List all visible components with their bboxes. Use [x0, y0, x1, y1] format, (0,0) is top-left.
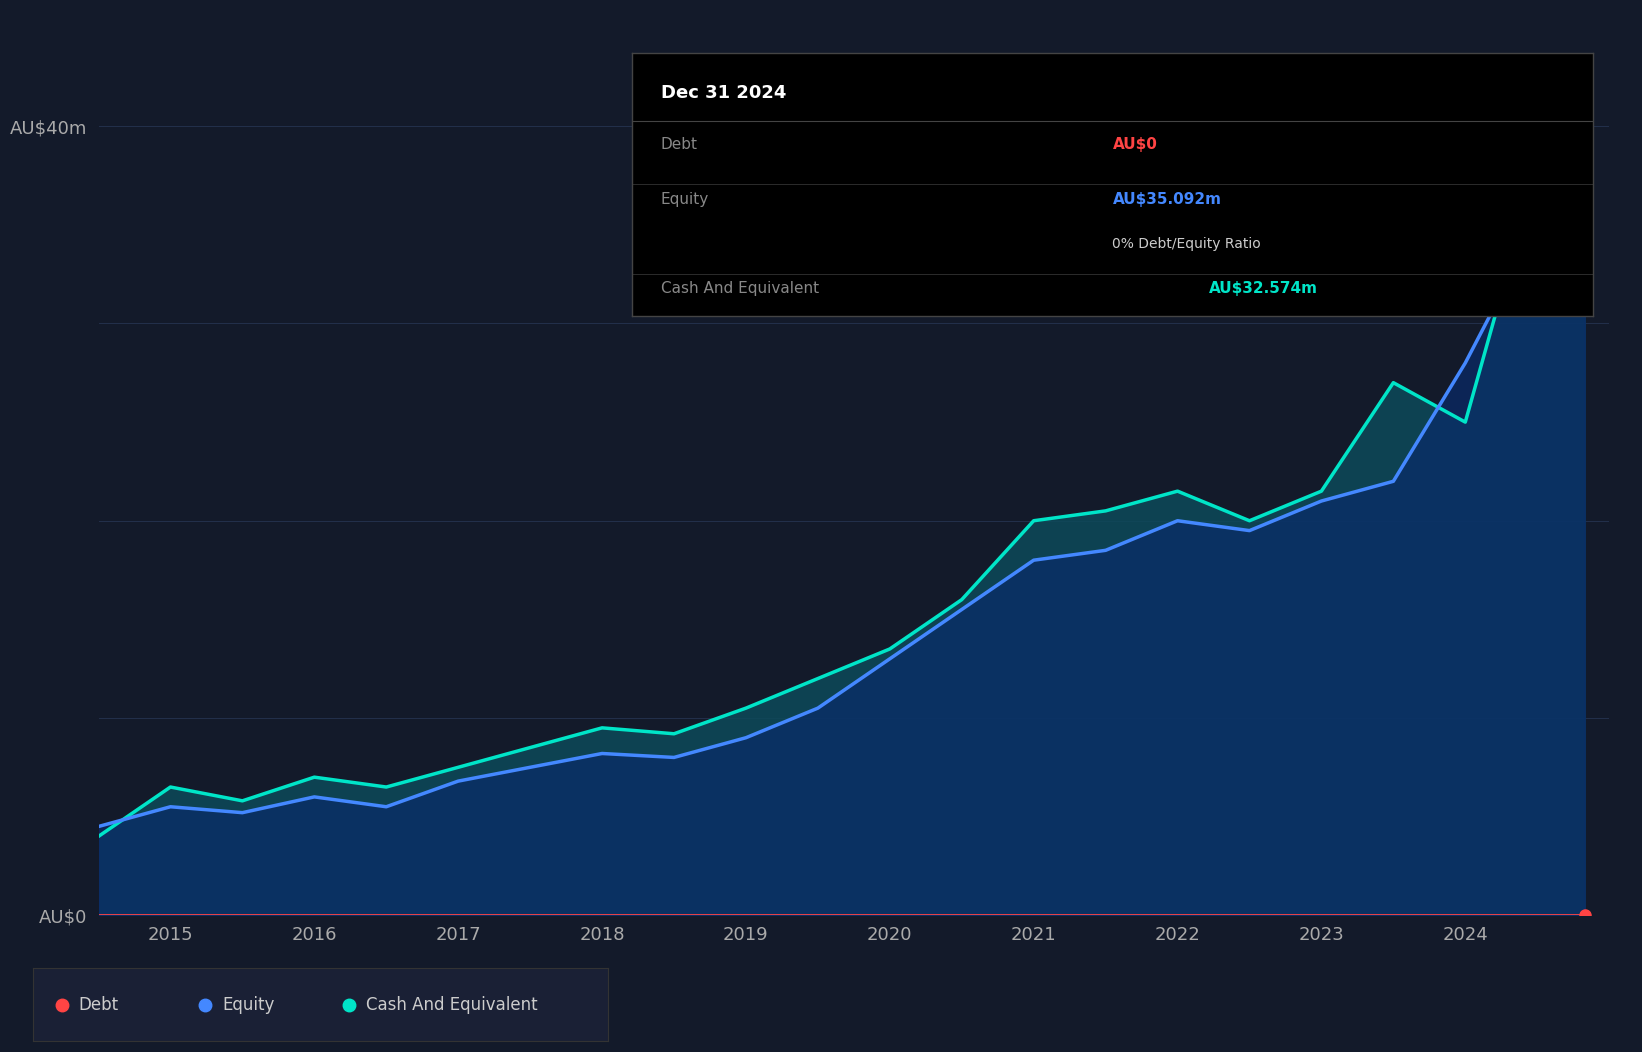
Text: AU$35.092m: AU$35.092m	[1113, 191, 1222, 207]
Text: Cash And Equivalent: Cash And Equivalent	[366, 995, 539, 1014]
Text: AU$32.574m: AU$32.574m	[1209, 282, 1317, 297]
Text: Debt: Debt	[662, 137, 698, 151]
Text: Equity: Equity	[662, 191, 709, 207]
Text: Cash And Equivalent: Cash And Equivalent	[662, 282, 819, 297]
Text: Dec 31 2024: Dec 31 2024	[662, 84, 787, 102]
Text: AU$0: AU$0	[1113, 137, 1158, 151]
Text: 0% Debt/Equity Ratio: 0% Debt/Equity Ratio	[1113, 237, 1261, 250]
Text: Equity: Equity	[223, 995, 274, 1014]
Text: Debt: Debt	[79, 995, 118, 1014]
